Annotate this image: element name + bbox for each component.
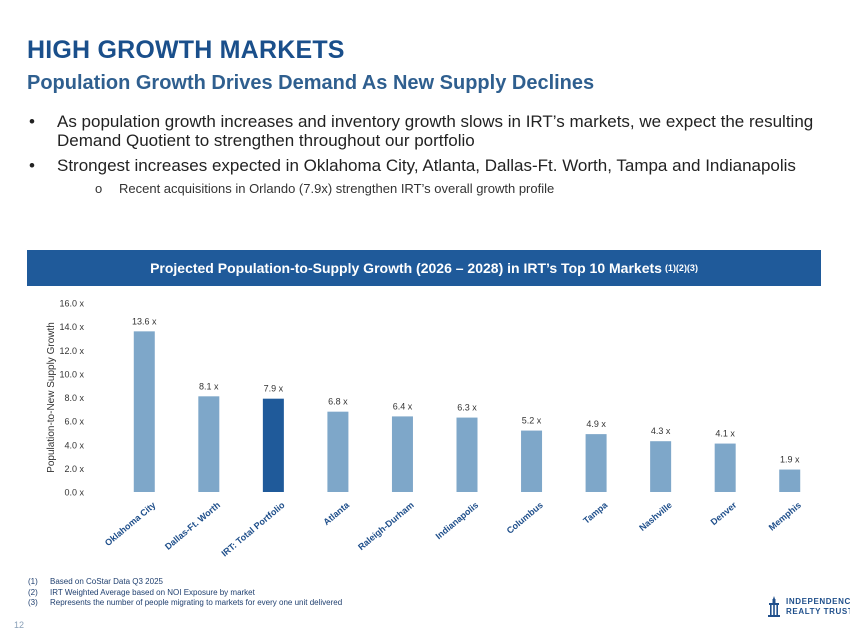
bar — [327, 411, 349, 492]
chart-banner-footnote-refs: (1)(2)(3) — [664, 263, 698, 273]
x-tick-label: Memphis — [767, 500, 803, 533]
y-tick-label: 0.0 x — [64, 488, 84, 498]
footnotes: (1) Based on CoStar Data Q3 2025 (2) IRT W… — [28, 577, 342, 609]
chart-banner-text: Projected Population-to-Supply Growth (2… — [150, 260, 662, 276]
page-number: 12 — [14, 620, 25, 630]
x-tick-label: Nashville — [637, 500, 674, 533]
bar — [650, 441, 672, 492]
bar — [779, 469, 801, 492]
bar — [521, 430, 543, 492]
y-tick-label: 14.0 x — [59, 322, 84, 332]
bar — [456, 417, 478, 492]
bar — [262, 398, 284, 492]
bullet-text: Strongest increases expected in Oklahoma… — [57, 156, 796, 175]
data-label: 8.1 x — [199, 381, 219, 391]
x-tick-label: Tampa — [581, 499, 610, 526]
footnote: (2) IRT Weighted Average based on NOI Exp… — [28, 587, 255, 597]
data-label: 6.3 x — [457, 403, 477, 413]
y-tick-label: 16.0 x — [59, 299, 84, 309]
bar — [585, 434, 607, 492]
x-tick-label: Atlanta — [321, 499, 352, 527]
data-label: 7.9 x — [264, 384, 284, 394]
footnote: (1) Based on CoStar Data Q3 2025 — [28, 577, 163, 586]
x-tick-label: IRT: Total Portfolio — [219, 500, 287, 559]
company-logo: INDEPENDENCE REALTY TRUST — [766, 595, 850, 619]
footnote: (3) Represents the number of people migra… — [28, 598, 343, 607]
bullet-dot-icon: • — [29, 156, 35, 175]
x-tick-label: Columbus — [505, 500, 545, 536]
x-tick-label: Denver — [709, 500, 739, 528]
bar-chart: Population-to-New Supply Growth 0.0 x 2.0 … — [46, 299, 803, 559]
bullet-item: • As population growth increases and inv… — [25, 112, 815, 150]
bar — [391, 416, 413, 492]
y-tick-label: 2.0 x — [64, 464, 84, 474]
x-tick-label: Indianapolis — [434, 500, 481, 541]
y-tick-label: 4.0 x — [64, 440, 84, 450]
logo-line1: INDEPENDENCE — [786, 597, 850, 606]
page-subtitle: Population Growth Drives Demand As New S… — [27, 72, 595, 94]
bar — [133, 331, 155, 492]
bar — [714, 443, 736, 492]
bullet-item: • Strongest increases expected in Oklaho… — [25, 156, 815, 198]
data-label: 5.2 x — [522, 416, 542, 426]
bar — [198, 396, 220, 492]
data-label: 4.9 x — [586, 419, 606, 429]
page-title: HIGH GROWTH MARKETS — [27, 36, 345, 64]
bullet-dot-icon: • — [29, 112, 35, 131]
sub-bullet-text: Recent acquisitions in Orlando (7.9x) st… — [119, 181, 555, 196]
sub-bullet-circle-icon: o — [95, 181, 103, 196]
bullet-list: • As population growth increases and inv… — [25, 112, 815, 204]
chart-banner: Projected Population-to-Supply Growth (2… — [27, 250, 821, 286]
data-label: 4.1 x — [715, 429, 735, 439]
x-tick-label: Oklahoma City — [103, 500, 158, 548]
y-tick-label: 6.0 x — [64, 417, 84, 427]
x-tick-label: Raleigh-Durham — [356, 500, 416, 552]
y-tick-label: 8.0 x — [64, 393, 84, 403]
bullet-text: As population growth increases and inven… — [57, 112, 814, 150]
data-label: 6.8 x — [328, 397, 348, 407]
data-label: 13.6 x — [132, 316, 157, 326]
x-tick-label: Dallas-Ft. Worth — [163, 500, 222, 552]
data-label: 4.3 x — [651, 426, 671, 436]
y-tick-label: 10.0 x — [59, 369, 84, 379]
logo-line2: REALTY TRUST — [786, 607, 850, 616]
y-axis-label: Population-to-New Supply Growth — [46, 322, 57, 473]
building-icon — [768, 596, 780, 617]
data-label: 6.4 x — [393, 401, 413, 411]
sub-bullet-item: o Recent acquisitions in Orlando (7.9x) … — [57, 179, 815, 198]
y-tick-label: 12.0 x — [59, 346, 84, 356]
data-label: 1.9 x — [780, 455, 800, 465]
